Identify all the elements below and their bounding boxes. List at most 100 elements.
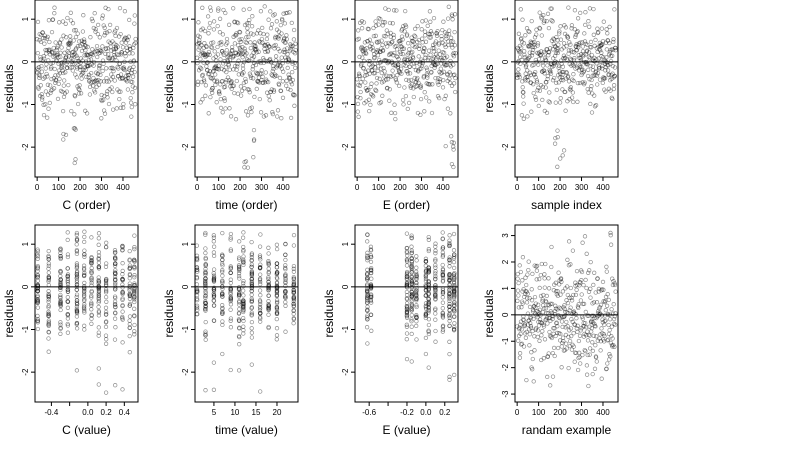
data-point xyxy=(71,126,77,131)
data-point xyxy=(82,302,87,307)
data-point xyxy=(266,293,271,298)
data-point xyxy=(265,48,270,54)
data-point xyxy=(228,325,234,330)
data-point xyxy=(211,277,217,282)
data-point xyxy=(444,54,450,59)
data-point xyxy=(82,234,87,240)
data-point xyxy=(565,75,570,80)
data-point xyxy=(428,52,433,57)
data-point xyxy=(561,41,567,46)
data-point xyxy=(47,100,52,106)
data-point xyxy=(606,322,611,328)
data-point xyxy=(249,24,255,29)
data-point xyxy=(370,63,375,68)
data-point xyxy=(593,355,599,360)
data-point xyxy=(96,256,101,261)
data-point xyxy=(200,97,205,102)
data-point xyxy=(426,31,431,36)
data-point xyxy=(65,252,71,257)
data-point xyxy=(385,31,390,36)
data-point xyxy=(291,295,296,301)
data-point xyxy=(446,31,452,37)
data-point xyxy=(237,29,242,35)
data-point xyxy=(598,332,603,337)
data-point xyxy=(195,60,200,66)
data-point xyxy=(520,17,525,22)
data-point xyxy=(220,268,225,273)
data-point xyxy=(274,289,280,294)
data-point xyxy=(241,318,246,324)
data-point xyxy=(611,39,616,45)
data-point xyxy=(50,60,55,66)
x-tick-label: 0.2 xyxy=(439,408,451,417)
data-point xyxy=(96,382,101,387)
data-point xyxy=(433,285,438,291)
data-point xyxy=(113,261,118,267)
x-tick-label: 400 xyxy=(596,183,610,192)
data-point xyxy=(236,264,242,270)
data-point xyxy=(605,63,610,68)
data-point xyxy=(72,112,77,117)
data-point xyxy=(520,301,525,306)
data-point xyxy=(587,6,593,11)
data-point xyxy=(567,308,572,313)
data-point xyxy=(539,16,544,21)
data-point xyxy=(526,259,531,264)
data-point xyxy=(429,31,434,36)
data-point xyxy=(547,329,552,335)
data-point xyxy=(409,273,414,279)
data-point xyxy=(424,81,429,86)
data-point xyxy=(84,53,89,58)
data-point xyxy=(35,298,40,303)
data-point xyxy=(67,42,72,47)
data-point xyxy=(392,50,397,56)
data-point xyxy=(560,72,565,77)
data-point xyxy=(131,42,137,47)
data-point xyxy=(605,338,610,343)
data-point xyxy=(535,328,541,333)
data-point xyxy=(397,39,402,44)
data-point xyxy=(447,315,452,321)
data-point xyxy=(81,267,87,272)
data-point xyxy=(214,66,219,71)
data-point xyxy=(132,85,138,91)
data-point xyxy=(587,352,592,357)
data-point xyxy=(451,62,456,67)
data-point xyxy=(610,53,615,58)
data-point xyxy=(292,103,297,108)
data-point xyxy=(228,288,233,293)
data-point xyxy=(83,44,89,49)
data-point xyxy=(518,50,523,55)
data-point xyxy=(384,73,389,78)
data-point xyxy=(261,56,266,61)
data-point xyxy=(365,255,370,260)
data-point xyxy=(409,359,414,364)
data-point xyxy=(368,84,373,90)
data-point xyxy=(257,315,263,320)
data-point xyxy=(203,283,208,289)
data-point xyxy=(219,39,224,45)
data-point xyxy=(129,104,134,110)
data-point xyxy=(241,244,246,250)
scatter-points xyxy=(514,230,618,389)
data-point xyxy=(364,46,369,51)
data-point xyxy=(552,282,557,287)
data-point xyxy=(72,51,78,56)
data-point xyxy=(202,41,207,46)
data-point xyxy=(607,78,613,83)
data-point xyxy=(249,285,255,290)
data-point xyxy=(523,64,529,70)
data-point xyxy=(48,88,54,93)
data-point xyxy=(451,277,457,282)
data-point xyxy=(264,90,270,95)
data-point xyxy=(284,33,289,38)
data-point xyxy=(86,63,91,68)
data-point xyxy=(409,297,414,302)
data-point xyxy=(127,291,132,297)
data-point xyxy=(283,275,288,281)
data-point xyxy=(118,89,123,94)
data-point xyxy=(228,52,233,57)
data-point xyxy=(283,289,288,295)
data-point xyxy=(450,17,455,22)
data-point xyxy=(389,40,394,45)
